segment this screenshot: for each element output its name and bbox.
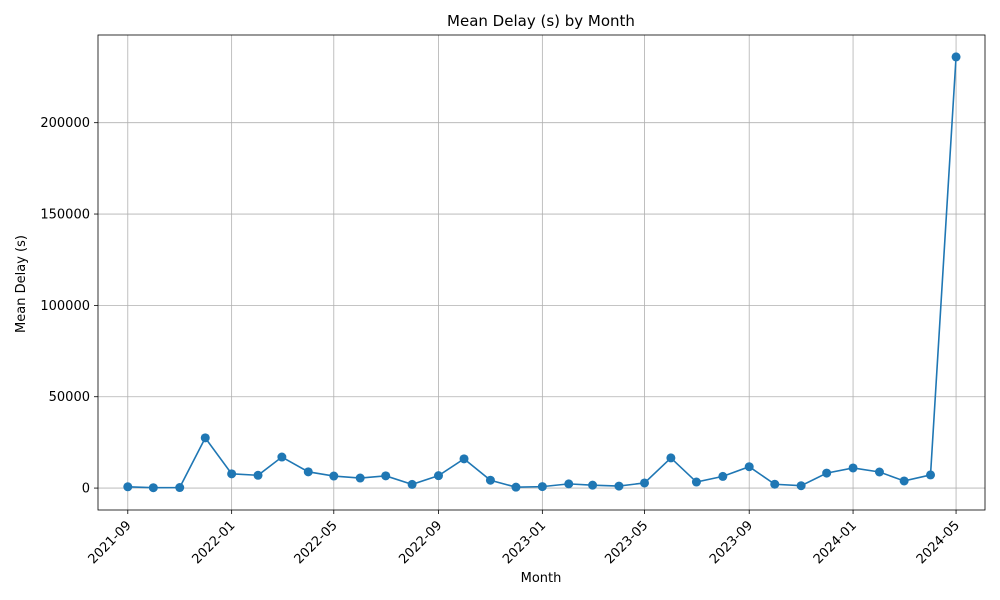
x-axis-title: Month: [521, 571, 562, 586]
data-point: [614, 481, 624, 491]
x-tick-label: 2023-01: [500, 518, 549, 567]
x-tick-label: 2023-09: [707, 518, 756, 567]
data-point: [899, 476, 909, 486]
series-line: [127, 56, 957, 489]
data-point: [459, 454, 469, 464]
plot-area: [97, 34, 986, 511]
data-point: [564, 479, 574, 489]
y-axis-ticks: 0 50000 100000 150000 200000: [40, 116, 98, 497]
y-tick-label: 100000: [40, 299, 90, 314]
data-point: [537, 482, 547, 492]
series-line-layer: [127, 56, 957, 489]
data-point: [822, 468, 832, 478]
data-point: [407, 479, 417, 489]
grid: [98, 35, 985, 510]
data-point: [588, 480, 598, 490]
x-tick-label: 2022-01: [189, 518, 238, 567]
data-point: [691, 477, 701, 487]
data-point: [874, 467, 884, 477]
series-points: [123, 52, 961, 493]
data-point: [433, 471, 443, 481]
data-point: [277, 452, 287, 462]
y-tick-label: 150000: [40, 208, 90, 223]
data-point: [355, 473, 365, 483]
x-tick-label: 2023-05: [602, 518, 651, 567]
data-point: [329, 471, 339, 481]
data-point: [770, 479, 780, 489]
data-point: [718, 471, 728, 481]
data-point: [796, 481, 806, 491]
data-point: [200, 433, 210, 443]
y-axis-title: Mean Delay (s): [14, 235, 29, 333]
chart-title: Mean Delay (s) by Month: [447, 12, 635, 30]
data-point: [148, 483, 158, 493]
data-point: [511, 482, 521, 492]
data-point: [175, 483, 185, 493]
y-tick-label: 200000: [40, 116, 90, 131]
x-tick-label: 2022-05: [292, 518, 341, 567]
data-point: [848, 463, 858, 473]
x-tick-label: 2022-09: [396, 518, 445, 567]
data-point: [485, 475, 495, 485]
x-tick-label: 2024-01: [811, 518, 860, 567]
data-point: [381, 471, 391, 481]
data-point: [744, 462, 754, 472]
x-axis-ticks: 2021-09 2022-01 2022-05 2022-09 2023-01 2023-…: [86, 510, 963, 567]
x-tick-label: 2024-05: [914, 518, 963, 567]
data-point: [303, 467, 313, 477]
data-point: [123, 482, 133, 492]
data-point: [951, 52, 961, 62]
data-point: [666, 453, 676, 463]
y-tick-label: 50000: [49, 390, 90, 405]
data-point: [926, 470, 936, 480]
plot-frame: [97, 34, 986, 511]
data-point: [227, 469, 237, 479]
data-point: [253, 470, 263, 480]
x-tick-label: 2021-09: [86, 518, 135, 567]
y-tick-label: 0: [82, 482, 90, 497]
data-point: [640, 478, 650, 488]
